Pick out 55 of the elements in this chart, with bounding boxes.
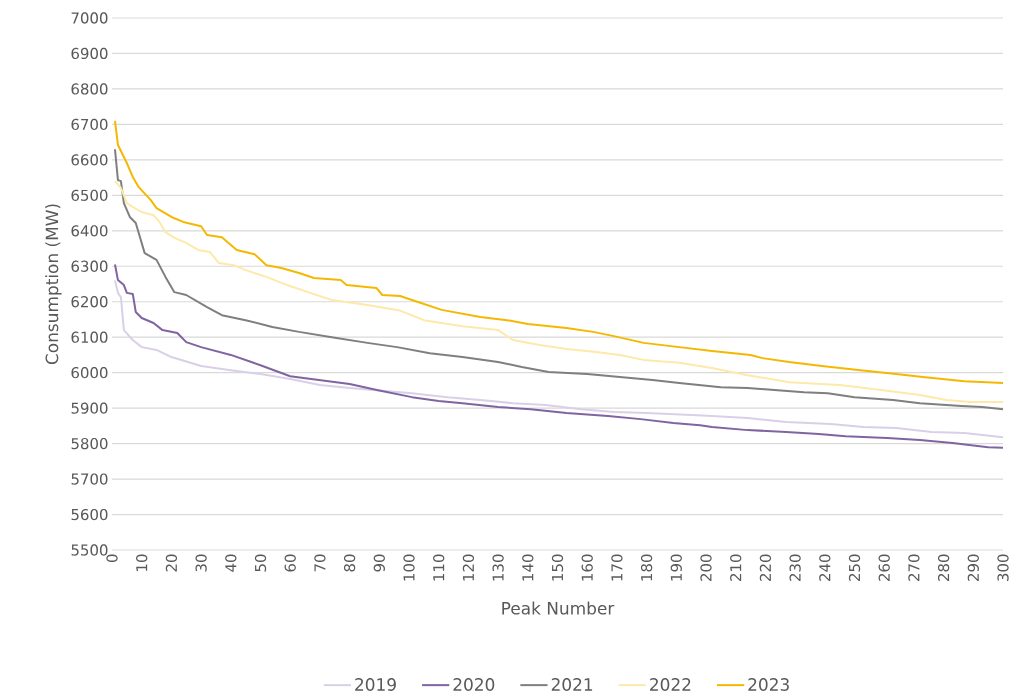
x-tick-label: 140	[522, 554, 534, 581]
x-tick-label: 110	[433, 554, 445, 581]
legend-label: 2020	[453, 678, 495, 691]
y-tick-label: 5700	[71, 473, 108, 485]
y-tick-label: 6000	[71, 367, 108, 379]
x-tick-label: 160	[581, 554, 593, 581]
x-tick-label: 190	[670, 554, 682, 581]
line-series	[113, 119, 1005, 384]
y-tick-label: 6800	[71, 83, 108, 95]
y-tick-label: 6200	[71, 296, 108, 308]
x-tick-label: 180	[640, 554, 653, 581]
y-tick-label: 5600	[71, 508, 108, 521]
x-axis-title: Peak Number	[502, 601, 615, 615]
y-tick-label: 5900	[71, 402, 108, 414]
y-tick-label: 6700	[71, 118, 108, 131]
x-tick-label: 150	[551, 554, 564, 581]
x-tick-label: 20	[165, 554, 178, 572]
x-tick-label: 130	[492, 554, 504, 581]
legend-label: 2023	[748, 678, 789, 691]
legend-label: 2021	[551, 678, 593, 691]
x-tick-label: 290	[967, 554, 979, 581]
x-tick-label: 40	[225, 554, 237, 572]
legend-label: 2022	[650, 678, 691, 691]
y-tick-label: 6600	[71, 154, 108, 166]
y-tick-label: 6100	[71, 331, 108, 343]
y-tick-label: 7000	[71, 12, 108, 24]
x-tick-label: 250	[848, 554, 861, 581]
x-tick-label: 300	[997, 554, 1009, 581]
x-tick-label: 220	[759, 554, 772, 581]
x-tick-label: 100	[403, 554, 415, 581]
x-tick-label: 200	[700, 554, 712, 581]
x-tick-label: 170	[611, 554, 623, 581]
x-tick-label: 90	[373, 554, 385, 572]
x-tick-label: 230	[789, 554, 801, 581]
y-tick-label: 5500	[71, 544, 108, 556]
x-tick-label: 30	[195, 554, 207, 572]
x-tick-label: 50	[254, 554, 267, 572]
x-tick-label: 240	[819, 554, 831, 581]
x-tick-label: 60	[284, 554, 296, 572]
y-tick-label: 6300	[71, 260, 108, 272]
x-tick-label: 270	[908, 554, 920, 581]
x-tick-label: 80	[343, 554, 356, 572]
y-tick-label: 5800	[71, 437, 108, 450]
x-tick-label: 260	[878, 554, 890, 581]
x-tick-label: 210	[730, 554, 742, 581]
y-tick-label: 6900	[71, 47, 108, 60]
y-axis-title: Consumption (MW)	[45, 204, 62, 365]
x-tick-label: 10	[136, 554, 148, 571]
x-tick-label: 280	[937, 554, 950, 581]
x-tick-label: 120	[462, 554, 475, 581]
legend-label: 2019	[355, 678, 396, 691]
y-tick-label: 6400	[71, 225, 108, 237]
x-tick-label: 70	[314, 554, 326, 572]
x-tick-label: 0	[106, 554, 118, 563]
y-tick-label: 6500	[71, 189, 108, 201]
